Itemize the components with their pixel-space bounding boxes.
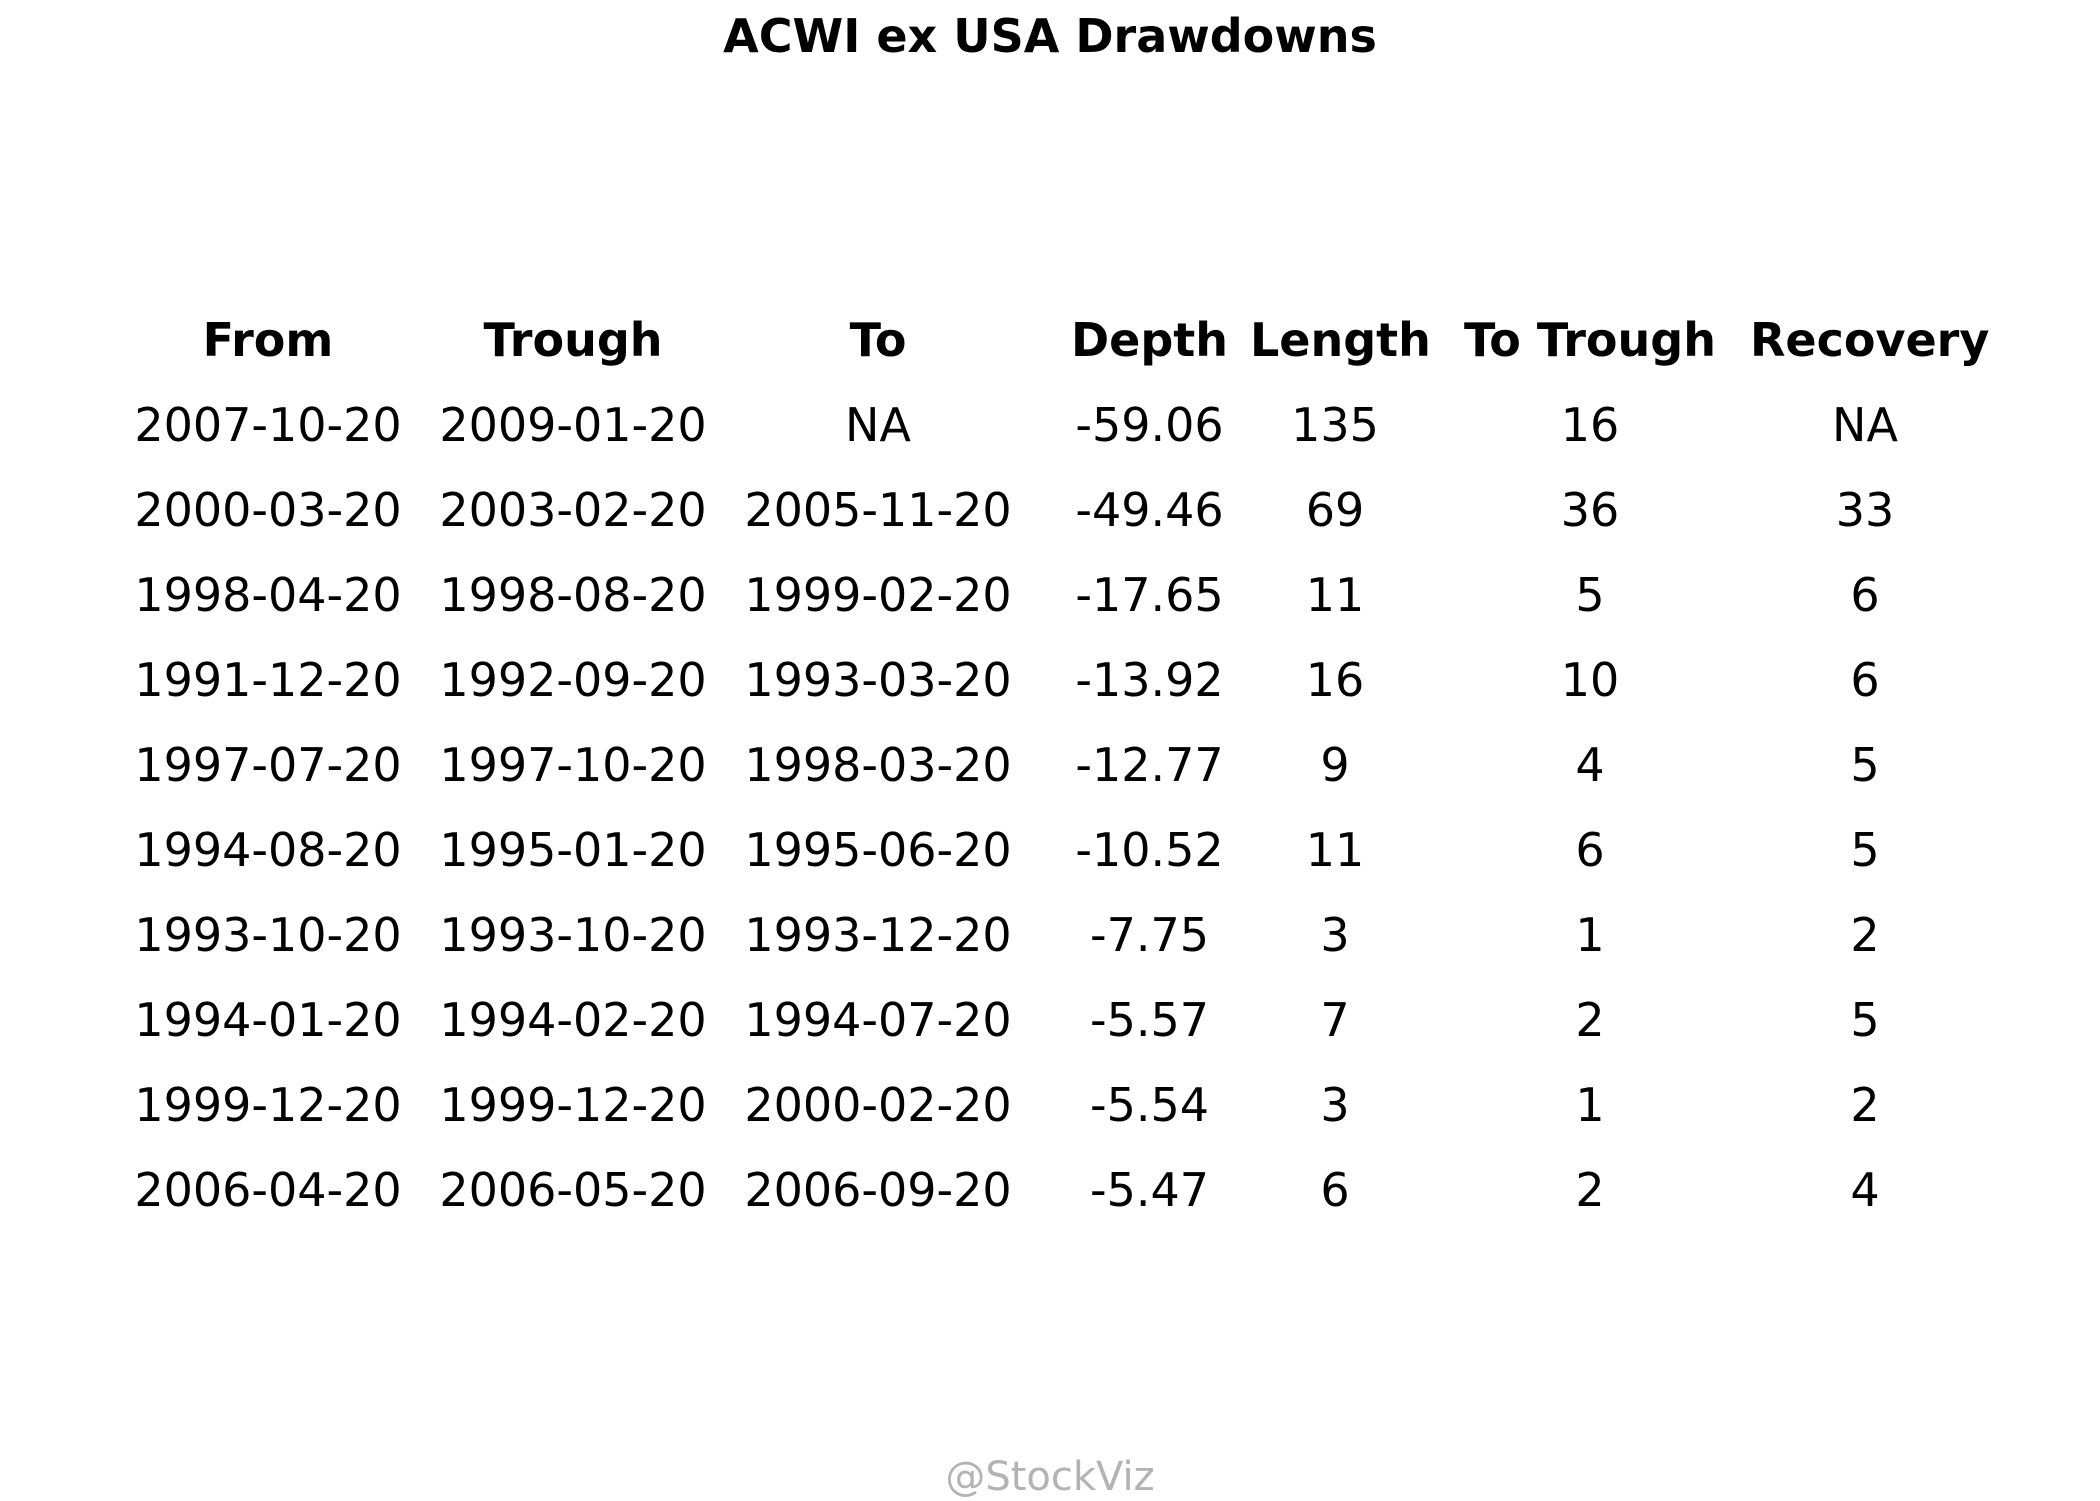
table-cell-recovery: NA	[1832, 398, 1898, 452]
table-cell-to-trough: 1	[1575, 908, 1605, 962]
table-cell-to-trough: 4	[1575, 738, 1605, 792]
table-cell-from: 1998-04-20	[134, 568, 402, 622]
table-cell-to: 2006-09-20	[744, 1163, 1012, 1217]
table-row: 2006-04-20 2006-05-20 2006-09-20 -5.47 6 2 4	[0, 1148, 2100, 1233]
table-cell-depth: -10.52	[1075, 823, 1224, 877]
table-cell-to-trough: 16	[1560, 398, 1620, 452]
table-cell-length: 135	[1291, 398, 1379, 452]
table-cell-from: 1991-12-20	[134, 653, 402, 707]
column-header-to: To	[849, 313, 907, 367]
table-cell-to-trough: 5	[1575, 568, 1605, 622]
table-row: 2007-10-20 2009-01-20 NA -59.06 135 16 NA	[0, 383, 2100, 468]
table-cell-trough: 1999-12-20	[439, 1078, 707, 1132]
table-cell-length: 16	[1305, 653, 1365, 707]
table-cell-length: 7	[1320, 993, 1350, 1047]
table-row: 1991-12-20 1992-09-20 1993-03-20 -13.92 16 10…	[0, 638, 2100, 723]
table-cell-to-trough: 36	[1560, 483, 1620, 537]
table-cell-to: 1995-06-20	[744, 823, 1012, 877]
table-cell-trough: 2009-01-20	[439, 398, 707, 452]
table-cell-depth: -13.92	[1075, 653, 1224, 707]
table-cell-depth: -7.75	[1089, 908, 1210, 962]
table-cell-from: 1997-07-20	[134, 738, 402, 792]
table-cell-from: 1994-08-20	[134, 823, 402, 877]
table-header-row: From Trough To Depth Length To Trough Re…	[0, 298, 2100, 383]
column-header-depth: Depth	[1070, 313, 1229, 367]
table-cell-depth: -49.46	[1075, 483, 1224, 537]
table-cell-recovery: 5	[1850, 993, 1880, 1047]
table-cell-recovery: 4	[1850, 1163, 1880, 1217]
table-cell-trough: 1992-09-20	[439, 653, 707, 707]
table-cell-recovery: 6	[1850, 653, 1880, 707]
table-cell-recovery: 33	[1835, 483, 1895, 537]
column-header-recovery: Recovery	[1750, 313, 1990, 367]
table-cell-to-trough: 2	[1575, 993, 1605, 1047]
column-header-from: From	[202, 313, 334, 367]
table-cell-to: 1998-03-20	[744, 738, 1012, 792]
table-cell-trough: 1998-08-20	[439, 568, 707, 622]
table-cell-trough: 1995-01-20	[439, 823, 707, 877]
table-cell-from: 2000-03-20	[134, 483, 402, 537]
table-cell-to: 2000-02-20	[744, 1078, 1012, 1132]
drawdowns-table: From Trough To Depth Length To Trough Re…	[0, 298, 2100, 1233]
table-cell-recovery: 5	[1850, 738, 1880, 792]
table-cell-depth: -59.06	[1075, 398, 1224, 452]
table-cell-depth: -5.54	[1089, 1078, 1210, 1132]
table-cell-trough: 1997-10-20	[439, 738, 707, 792]
table-cell-to: 1993-03-20	[744, 653, 1012, 707]
table-cell-from: 2007-10-20	[134, 398, 402, 452]
table-cell-length: 3	[1320, 908, 1350, 962]
table-cell-to-trough: 6	[1575, 823, 1605, 877]
table-cell-recovery: 2	[1850, 1078, 1880, 1132]
table-cell-from: 2006-04-20	[134, 1163, 402, 1217]
table-row: 2000-03-20 2003-02-20 2005-11-20 -49.46 69 36…	[0, 468, 2100, 553]
table-row: 1997-07-20 1997-10-20 1998-03-20 -12.77 9 4 5	[0, 723, 2100, 808]
column-header-to-trough: To Trough	[1464, 313, 1716, 367]
table-body: 2007-10-20 2009-01-20 NA -59.06 135 16 NA 2000-…	[0, 383, 2100, 1233]
table-cell-to-trough: 2	[1575, 1163, 1605, 1217]
table-cell-to: 2005-11-20	[744, 483, 1012, 537]
column-header-trough: Trough	[483, 313, 663, 367]
table-cell-from: 1994-01-20	[134, 993, 402, 1047]
table-cell-recovery: 2	[1850, 908, 1880, 962]
table-row: 1998-04-20 1998-08-20 1999-02-20 -17.65 11 5 6	[0, 553, 2100, 638]
table-cell-trough: 1993-10-20	[439, 908, 707, 962]
table-cell-to: NA	[845, 398, 911, 452]
table-row: 1994-01-20 1994-02-20 1994-07-20 -5.57 7 2 5	[0, 978, 2100, 1063]
table-cell-to-trough: 10	[1560, 653, 1620, 707]
table-cell-length: 69	[1305, 483, 1365, 537]
table-cell-length: 11	[1305, 568, 1365, 622]
table-cell-trough: 2006-05-20	[439, 1163, 707, 1217]
table-cell-to: 1994-07-20	[744, 993, 1012, 1047]
table-cell-length: 3	[1320, 1078, 1350, 1132]
table-cell-length: 9	[1320, 738, 1350, 792]
table-cell-trough: 1994-02-20	[439, 993, 707, 1047]
table-cell-length: 11	[1305, 823, 1365, 877]
chart-title: ACWI ex USA Drawdowns	[723, 9, 1377, 63]
table-row: 1994-08-20 1995-01-20 1995-06-20 -10.52 11 6 5	[0, 808, 2100, 893]
table-cell-to: 1993-12-20	[744, 908, 1012, 962]
table-cell-to: 1999-02-20	[744, 568, 1012, 622]
table-cell-length: 6	[1320, 1163, 1350, 1217]
table-cell-to-trough: 1	[1575, 1078, 1605, 1132]
table-cell-trough: 2003-02-20	[439, 483, 707, 537]
table-row: 1993-10-20 1993-10-20 1993-12-20 -7.75 3 1 2	[0, 893, 2100, 978]
column-header-length: Length	[1250, 313, 1431, 367]
table-cell-depth: -5.57	[1089, 993, 1210, 1047]
watermark: @StockViz	[945, 1454, 1155, 1500]
table-row: 1999-12-20 1999-12-20 2000-02-20 -5.54 3 1 2	[0, 1063, 2100, 1148]
table-cell-from: 1999-12-20	[134, 1078, 402, 1132]
table-cell-depth: -17.65	[1075, 568, 1224, 622]
table-cell-depth: -5.47	[1089, 1163, 1210, 1217]
table-cell-depth: -12.77	[1075, 738, 1224, 792]
table-cell-recovery: 6	[1850, 568, 1880, 622]
table-cell-from: 1993-10-20	[134, 908, 402, 962]
table-cell-recovery: 5	[1850, 823, 1880, 877]
